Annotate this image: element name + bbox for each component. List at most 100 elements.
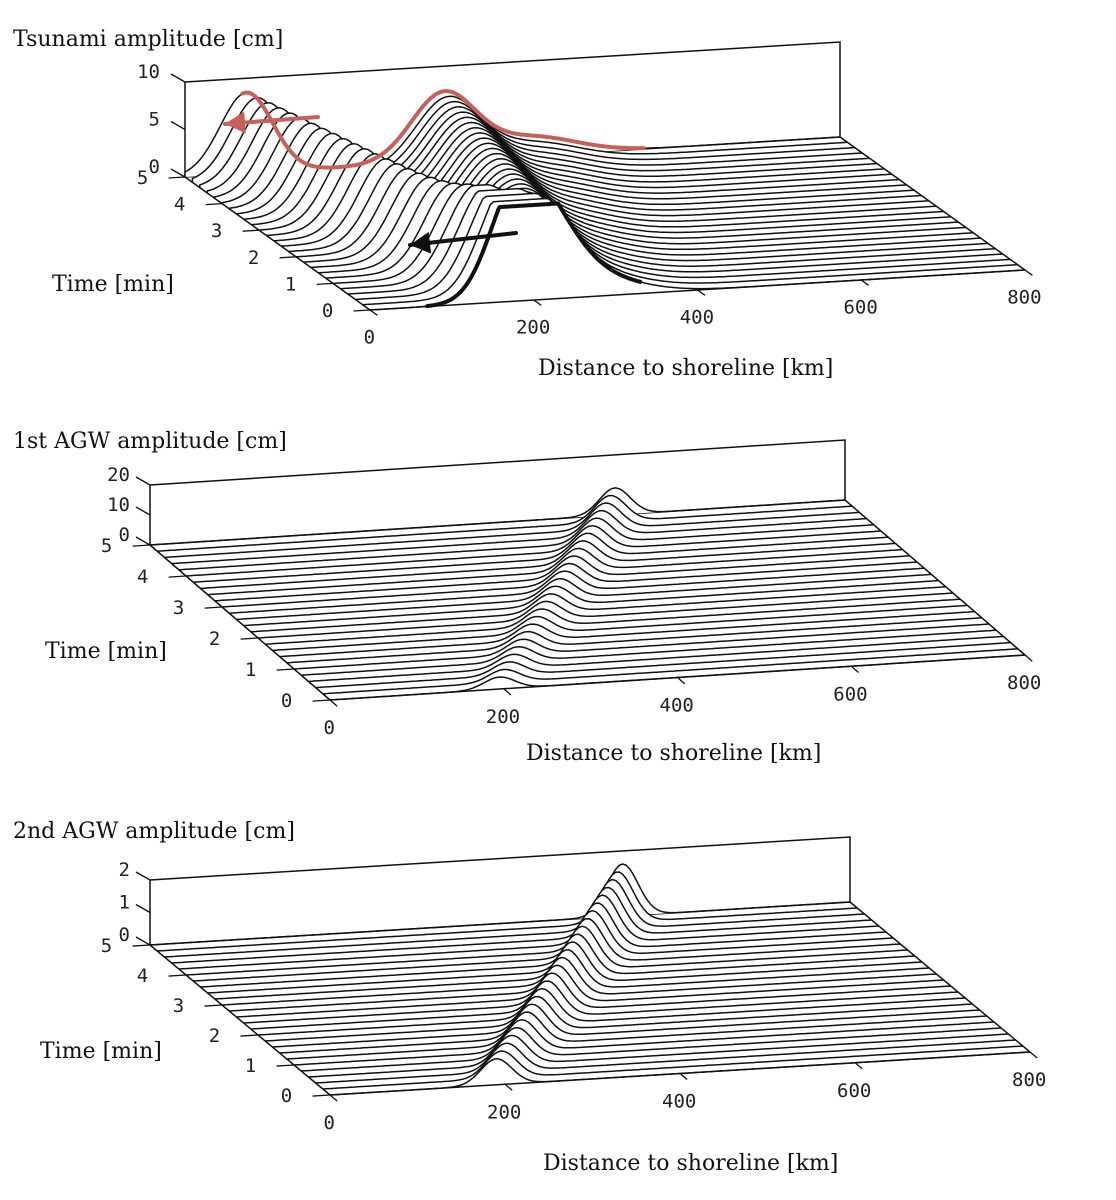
trace-line	[193, 909, 894, 982]
trace-line	[193, 532, 889, 583]
trace-line	[286, 1011, 987, 1060]
z-tick-label: 10	[107, 494, 130, 516]
x-tick	[329, 1094, 338, 1102]
x-tick	[369, 309, 378, 316]
trace-line	[171, 886, 872, 964]
trace-line	[265, 598, 961, 645]
time-tick-label: 2	[209, 1025, 220, 1047]
z-tick	[135, 936, 151, 946]
z-tick-label: 10	[137, 61, 160, 83]
trace-line	[308, 635, 1004, 683]
side-wall-edge	[839, 136, 1026, 271]
time-tick-label: 5	[101, 535, 112, 557]
time-tick	[168, 575, 187, 578]
trace-line	[236, 956, 937, 1018]
time-axis-line	[184, 176, 371, 311]
x-tick	[860, 279, 870, 286]
x-tick	[1024, 654, 1033, 662]
z-tick-label: 1	[119, 892, 130, 914]
z-tick-label: 0	[119, 524, 130, 546]
time-tick-label: 1	[245, 659, 256, 681]
time-axis-line	[149, 944, 331, 1096]
x-tick	[854, 1062, 863, 1070]
x-tick-label: 400	[680, 306, 714, 328]
trace-line	[322, 648, 1018, 695]
highlight-trace-initial	[425, 201, 643, 309]
time-tick	[276, 1064, 295, 1067]
time-tick	[168, 176, 186, 179]
trace-line	[178, 894, 879, 970]
trace-line	[250, 972, 951, 1030]
x-tick-label: 600	[833, 683, 867, 705]
time-axis-line	[149, 544, 331, 701]
x-tick-label: 200	[516, 316, 550, 338]
time-axis-label: Time [min]	[40, 1039, 162, 1064]
trace-line	[164, 502, 860, 559]
trace-line	[279, 1003, 980, 1054]
side-wall-edge	[844, 499, 1026, 656]
time-tick-label: 1	[245, 1055, 256, 1077]
time-tick	[276, 668, 295, 671]
x-tick-label: 800	[1007, 672, 1041, 694]
x-tick	[533, 299, 542, 306]
trace-line	[279, 610, 975, 658]
time-tick-label: 1	[285, 273, 296, 295]
z-tick	[135, 506, 151, 516]
trace-line	[157, 871, 858, 952]
x-axis-label: Distance to shoreline [km]	[538, 356, 833, 381]
trace-line	[257, 980, 959, 1036]
time-tick	[279, 256, 297, 259]
x-tick	[677, 677, 686, 685]
trace-line	[308, 1033, 1009, 1078]
x-tick	[504, 1083, 513, 1091]
x-tick-label: 800	[1012, 1069, 1046, 1091]
x-tick-label: 800	[1007, 286, 1041, 308]
trace-line	[200, 917, 901, 988]
trace-line	[171, 509, 867, 565]
time-tick-label: 5	[101, 935, 112, 957]
z-tick	[170, 168, 186, 178]
annotations	[223, 89, 646, 309]
trace-line	[272, 604, 968, 652]
x-tick-label: 400	[660, 695, 694, 717]
arrow-black-head	[410, 231, 432, 254]
time-tick-label: 0	[281, 1085, 292, 1107]
time-tick	[205, 202, 223, 206]
trace-line	[243, 964, 944, 1024]
trace-line	[157, 494, 853, 552]
chart-title: 2nd AGW amplitude [cm]	[13, 819, 295, 844]
trace-line	[286, 617, 982, 664]
trace-line	[178, 517, 874, 571]
time-tick	[242, 229, 260, 232]
z-tick	[135, 871, 151, 881]
time-tick	[312, 699, 331, 702]
time-axis-label: Time [min]	[45, 639, 167, 664]
time-tick-label: 4	[174, 194, 185, 216]
trace-line	[164, 878, 865, 958]
time-tick	[168, 974, 187, 977]
trace-line	[200, 540, 896, 590]
x-tick	[1029, 1051, 1038, 1059]
z-tick	[135, 476, 151, 486]
x-tick-label: 0	[364, 326, 375, 348]
trace-line	[243, 579, 939, 627]
x-axis-label: Distance to shoreline [km]	[543, 1151, 838, 1176]
trace-line	[315, 1039, 1016, 1084]
time-tick-label: 0	[281, 690, 292, 712]
x-tick	[697, 289, 706, 296]
time-tick-label: 3	[173, 597, 184, 619]
time-tick-label: 2	[248, 247, 259, 269]
trace-line	[265, 987, 966, 1042]
time-tick-label: 2	[209, 628, 220, 650]
chart-title: Tsunami amplitude [cm]	[13, 27, 283, 52]
trace-line	[293, 623, 990, 670]
z-tick	[135, 536, 151, 546]
arrow-red-head	[225, 111, 246, 134]
x-tick	[1024, 269, 1033, 276]
z-tick-label: 20	[107, 464, 130, 486]
x-tick-label: 0	[323, 1112, 334, 1134]
trace-line	[293, 1019, 995, 1066]
